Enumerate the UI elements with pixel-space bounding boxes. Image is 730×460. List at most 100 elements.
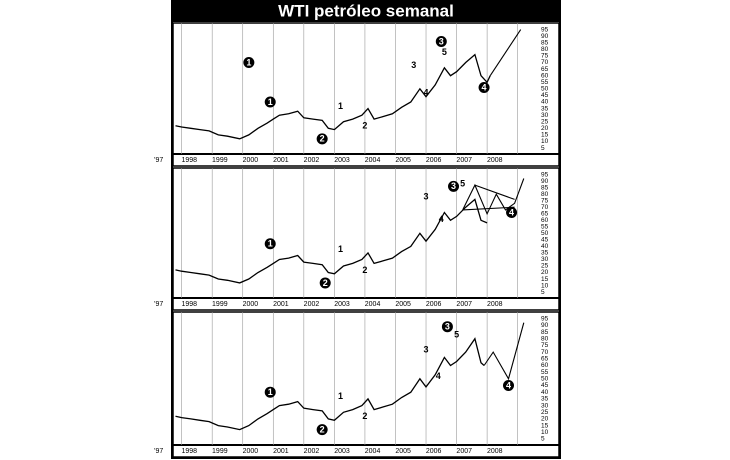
wave-text: 1 [338,244,343,254]
y-tick-label: 50 [541,376,549,383]
wave-label: 3 [411,60,416,70]
y-tick-label: 10 [541,282,549,289]
wave-text: 1 [268,239,273,249]
y-tick-label: 85 [541,40,549,47]
y-tick-label: 60 [541,362,549,369]
y-tick-label: 10 [541,429,549,436]
y-tick-label: 80 [541,46,549,53]
x-tick-label: 1998 [181,157,197,164]
y-tick-label: 15 [541,276,549,283]
x-tick-label: 2002 [304,301,320,308]
x-tick-label: 2002 [304,448,320,455]
wave-label: 5 [460,179,465,189]
y-tick-label: 85 [541,184,549,191]
x-tick-label: 2008 [487,157,503,164]
y-tick-label: 95 [541,315,549,322]
y-tick-label: 30 [541,402,549,409]
wave-label: 3 [424,344,429,354]
wave-text: 2 [323,278,328,288]
y-tick-label: 30 [541,112,549,119]
x-tick-label: 2001 [273,448,289,455]
price-line [462,206,515,211]
wave-label: 4 [506,206,518,218]
price-line [175,53,491,140]
y-tick-label: 80 [541,335,549,342]
y-tick-label: 70 [541,204,549,211]
x-tick-label: 2006 [426,301,442,308]
wave-circle [478,82,490,94]
wave-text: 5 [442,47,447,57]
x-tick-label: 2001 [273,157,289,164]
wave-label: 4 [503,380,515,392]
y-tick-label: 75 [541,342,549,349]
wave-circle [506,206,518,218]
wave-label: 2 [362,121,367,131]
x-tick-label: 2002 [304,157,320,164]
wave-text: 1 [268,97,273,107]
wave-label: 2 [316,133,328,145]
x-tick-label: 2000 [243,301,259,308]
y-tick-label: 40 [541,99,549,106]
wave-text: 1 [268,387,273,397]
wave-text: 3 [411,60,416,70]
y-tick-label: 90 [541,178,549,185]
wave-text: 3 [445,322,450,332]
wave-text: 2 [362,121,367,131]
wave-circle [316,133,328,145]
wave-text: 4 [482,82,487,92]
y-tick-label: 85 [541,329,549,336]
wave-label: 3 [435,35,447,47]
y-tick-label: 15 [541,132,549,139]
y-tick-label: 25 [541,263,549,270]
y-tick-label: 95 [541,171,549,178]
y-tick-label: 55 [541,224,549,231]
y-tick-label: 35 [541,105,549,112]
x-tick-label: 2006 [426,448,442,455]
wave-circle [264,238,276,250]
wave-text: 3 [451,181,456,191]
wave-text: 3 [439,36,444,46]
wave-label: 3 [441,321,453,333]
x-tick-label: 2001 [273,301,289,308]
y-tick-label: 45 [541,382,549,389]
panel [172,311,560,458]
x-tick-label: 2007 [456,301,472,308]
wave-circle [435,35,447,47]
y-tick-label: 40 [541,389,549,396]
wave-label: 2 [362,265,367,275]
y-tick-label: 45 [541,237,549,244]
wave-text: 2 [362,265,367,275]
y-tick-label: 35 [541,396,549,403]
price-line [483,322,525,381]
y-tick-label: 50 [541,86,549,93]
title: WTI petróleo semanal [278,1,454,20]
y-tick-label: 70 [541,59,549,66]
x-tick-label: 2004 [365,157,381,164]
wave-label: 5 [442,47,447,57]
y-tick-label: 25 [541,118,549,125]
wave-label: 4 [436,371,441,381]
price-line [489,29,522,77]
price-line [175,198,488,284]
y-tick-label: 15 [541,422,549,429]
y-tick-label: 70 [541,349,549,356]
x-tick-label: 2003 [334,157,350,164]
wave-label: 2 [316,424,328,436]
wave-text: 3 [424,192,429,202]
x-tick-label: 2007 [456,157,472,164]
y-tick-label: 5 [541,289,545,296]
wave-label: 5 [454,330,459,340]
y-tick-label: 65 [541,210,549,217]
wave-circle [441,321,453,333]
wave-circle [316,424,328,436]
wave-circle [264,96,276,108]
wave-label: 1 [338,244,343,254]
y-tick-label: 40 [541,243,549,250]
title-bar [172,1,560,22]
x-tick-label: 1999 [212,448,228,455]
x-tick-label: 2005 [395,301,411,308]
wave-label: 4 [439,214,444,224]
y-tick-label: 35 [541,250,549,257]
wave-label: 2 [319,277,331,289]
y-tick-label: 75 [541,53,549,60]
